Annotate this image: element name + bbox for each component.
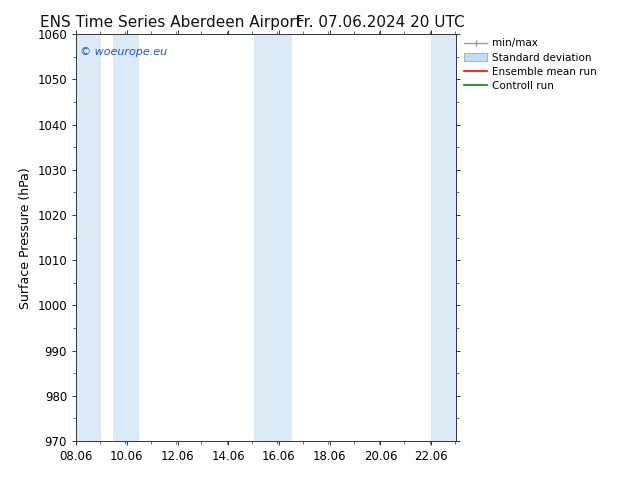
Legend: min/max, Standard deviation, Ensemble mean run, Controll run: min/max, Standard deviation, Ensemble me… bbox=[460, 34, 600, 95]
Bar bbox=[113, 34, 139, 441]
Bar bbox=[254, 34, 292, 441]
Bar bbox=[431, 34, 456, 441]
Y-axis label: Surface Pressure (hPa): Surface Pressure (hPa) bbox=[19, 167, 32, 309]
Text: ENS Time Series Aberdeen Airport: ENS Time Series Aberdeen Airport bbox=[41, 15, 302, 30]
Text: Fr. 07.06.2024 20 UTC: Fr. 07.06.2024 20 UTC bbox=[296, 15, 465, 30]
Bar bbox=[76, 34, 101, 441]
Text: © woeurope.eu: © woeurope.eu bbox=[80, 47, 167, 56]
